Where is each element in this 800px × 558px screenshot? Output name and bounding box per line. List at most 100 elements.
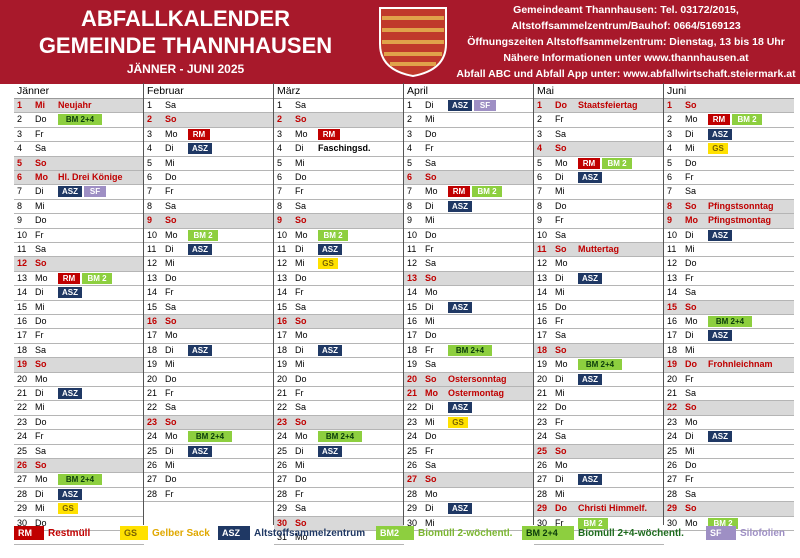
day-row: 29 So [664, 502, 794, 517]
day-number: 15 [537, 301, 548, 312]
day-number: 19 [407, 359, 418, 370]
badge-bm24: BM 2+4 [188, 431, 232, 443]
day-number: 17 [537, 330, 548, 341]
month-column: April 1 Di ASZ SF 2 Mi 3 Do 4 Fr 5 Sa 6 So 7 Mo RM BM 2 8 Di… [404, 83, 534, 531]
day-row: 5 Sa [404, 157, 534, 171]
day-number: 4 [147, 143, 153, 154]
weekday: Mi [165, 258, 175, 269]
month-header: Februar [144, 83, 274, 99]
day-row: 23 Mo [664, 416, 794, 431]
weekday: So [295, 114, 307, 125]
badge-gs: GS [448, 416, 468, 428]
day-row: 17 Fr [14, 329, 144, 344]
badge-asz: ASZ [188, 143, 212, 155]
day-row: 18 Sa [14, 344, 144, 359]
day-number: 8 [537, 200, 543, 211]
day-number: 24 [147, 431, 158, 442]
info-phone: Gemeindeamt Thannhausen: Tel. 03172/2015… [513, 4, 739, 16]
day-row: 30 Fr BM 2 [534, 517, 664, 531]
weekday: Di [35, 388, 44, 398]
day-number: 24 [537, 431, 548, 442]
weekday: Fr [685, 474, 694, 485]
day-row: 22 Do [534, 401, 664, 416]
weekday: Mo [555, 157, 568, 168]
day-row: 24 Do [404, 430, 534, 445]
weekday: Sa [165, 200, 177, 211]
weekday: Do [35, 215, 47, 226]
day-row: 10 Mo BM 2 [144, 229, 274, 243]
day-row: 25 Sa [14, 445, 144, 459]
day-row: 25 Mi [664, 445, 794, 459]
legend-label: Gelber Sack [152, 528, 210, 539]
badge-asz: ASZ [318, 244, 342, 255]
day-row: 23 Do [14, 416, 144, 431]
day-number: 11 [277, 244, 287, 254]
day-row: 17 Sa [534, 329, 664, 344]
weekday: Fr [555, 416, 564, 427]
day-number: 11 [667, 244, 677, 254]
weekday: Mi [165, 157, 175, 168]
day-number: 1 [537, 100, 543, 110]
day-row: 22 So [664, 401, 794, 416]
legend-label: Altstoffsammelzentrum [254, 528, 366, 539]
day-row: 21 Fr [274, 387, 404, 402]
weekday: Mi [165, 359, 175, 370]
day-row: 2 So [274, 113, 404, 128]
day-row: 14 Mo [404, 286, 534, 301]
day-row: 21 Mo Ostermontag [404, 387, 534, 402]
weekday: So [555, 344, 567, 355]
day-row: 27 So [404, 473, 534, 488]
day-number: 8 [277, 200, 283, 211]
day-row: 1 Di ASZ SF [404, 99, 534, 114]
day-row: 9 Mi [404, 214, 534, 229]
badge-asz: ASZ [708, 330, 732, 342]
day-row: 5 Do [664, 157, 794, 171]
day-row: 16 Fr [534, 315, 664, 330]
day-number: 22 [147, 402, 158, 413]
weekday: So [685, 100, 697, 110]
weekday: Sa [555, 128, 567, 139]
day-row: 16 Mo BM 2+4 [664, 315, 794, 330]
legend-badge: BM2 [376, 526, 414, 541]
day-row: 25 Di ASZ [144, 445, 274, 459]
day-row: 26 Mi [144, 459, 274, 474]
weekday: Mi [685, 344, 695, 355]
day-number: 18 [407, 344, 418, 355]
weekday: Fr [295, 287, 304, 298]
holiday-label: Hl. Drei Könige [58, 172, 123, 182]
badge-asz: ASZ [578, 373, 602, 385]
day-row: 3 Di ASZ [664, 128, 794, 143]
day-number: 3 [667, 128, 673, 139]
day-number: 14 [667, 287, 678, 298]
weekday: Sa [685, 287, 697, 298]
day-row: 22 Sa [274, 401, 404, 416]
day-number: 25 [17, 445, 28, 456]
day-number: 14 [17, 287, 28, 298]
day-row: 15 Sa [274, 301, 404, 315]
day-number: 27 [17, 474, 28, 485]
weekday: Sa [425, 359, 437, 370]
day-row: 4 Sa [14, 142, 144, 157]
day-row: 13 Do [144, 272, 274, 287]
badge-sf: SF [84, 186, 106, 198]
day-number: 9 [277, 215, 283, 226]
day-number: 9 [147, 215, 153, 226]
day-row: 13 Fr [664, 272, 794, 287]
day-number: 13 [667, 272, 678, 283]
day-row: 3 Fr [14, 128, 144, 143]
badge-rm: RM [708, 114, 730, 126]
day-number: 16 [277, 316, 288, 326]
day-number: 16 [147, 316, 158, 326]
month-header: März [274, 83, 404, 99]
weekday: Mi [295, 359, 305, 370]
weekday: So [685, 200, 697, 211]
day-number: 26 [537, 460, 548, 470]
weekday: Mo [555, 359, 568, 370]
weekday: Sa [425, 460, 437, 470]
day-row: 15 Sa [144, 301, 274, 315]
day-number: 7 [17, 186, 23, 197]
weekday: Fr [555, 215, 564, 226]
day-number: 6 [277, 172, 283, 182]
column-divider [403, 83, 404, 525]
